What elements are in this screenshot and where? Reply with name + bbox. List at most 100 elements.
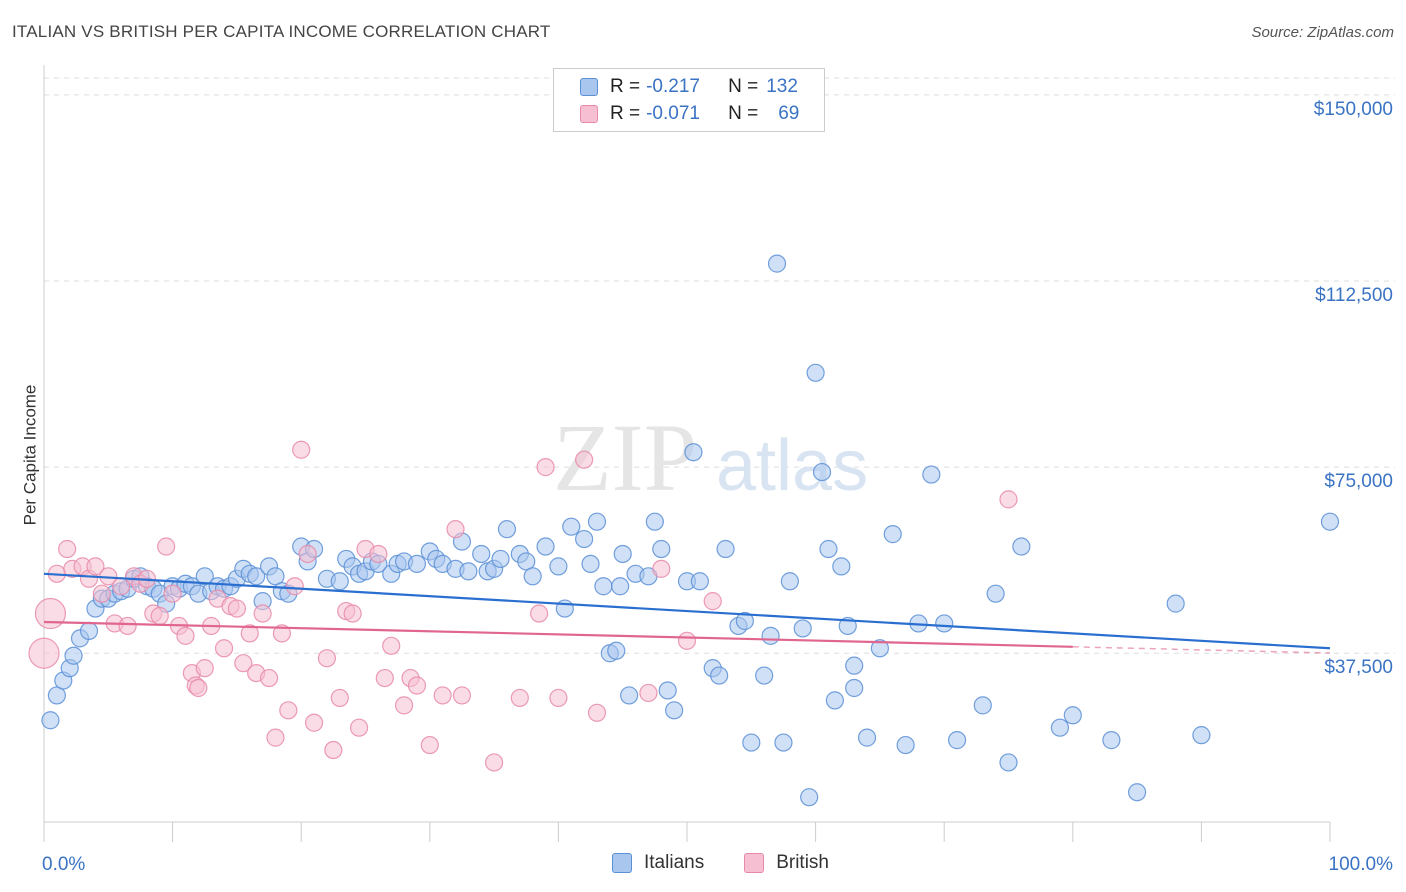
british-point xyxy=(28,637,60,669)
trend-line-extension xyxy=(1072,646,1331,654)
italians-point xyxy=(999,753,1018,772)
italians-point xyxy=(497,520,517,539)
british-point xyxy=(343,604,362,623)
italians-point xyxy=(620,686,639,705)
british-point xyxy=(324,740,343,760)
italians-point xyxy=(947,731,967,750)
labels-layer: $37,500 $75,000 $112,500 $150,000 0.0% 100.0% xyxy=(42,99,1393,875)
british-point xyxy=(349,718,369,737)
italians-point xyxy=(684,443,703,462)
italians-point xyxy=(658,681,677,700)
italians-point xyxy=(459,562,478,581)
legend-row-italians: R = -0.217 N = 132 xyxy=(580,75,798,99)
legend-n-value: 69 xyxy=(778,103,800,124)
italians-point xyxy=(1050,718,1070,737)
italians-point xyxy=(64,646,83,665)
italians-point xyxy=(562,517,581,536)
italians-point xyxy=(1102,731,1121,750)
points-layer xyxy=(28,254,1340,807)
british-point xyxy=(234,654,253,673)
british-point xyxy=(549,688,568,708)
british-point xyxy=(214,639,234,658)
italians-point xyxy=(825,691,844,710)
british-point xyxy=(575,450,594,469)
italians-point xyxy=(613,544,632,564)
british-point xyxy=(163,584,182,603)
british-point xyxy=(157,537,176,556)
british-point xyxy=(375,668,394,688)
british-point xyxy=(703,592,722,611)
british-point xyxy=(407,676,427,695)
italians-point xyxy=(594,577,613,596)
legend-r-label: R = xyxy=(610,76,641,97)
y-tick-label: $150,000 xyxy=(1314,99,1393,120)
british-point xyxy=(272,624,292,643)
bottom-legend-italians: Italians xyxy=(644,852,705,873)
trend-line-british xyxy=(43,620,1073,648)
italians-point xyxy=(1063,706,1082,725)
british-point xyxy=(292,440,311,459)
italians-point xyxy=(491,549,510,569)
british-point xyxy=(150,606,169,626)
british-point xyxy=(530,604,549,623)
italians-point xyxy=(587,512,607,531)
italians-point xyxy=(79,621,99,641)
y-tick-label: $37,500 xyxy=(1324,657,1393,678)
italians-point xyxy=(742,733,761,752)
british-point xyxy=(382,636,401,655)
y-tick-label: $112,500 xyxy=(1315,285,1393,306)
british-point xyxy=(279,701,298,720)
italians-point xyxy=(607,641,626,660)
chart-title: ITALIAN VS BRITISH PER CAPITA INCOME COR… xyxy=(12,22,551,41)
british-point xyxy=(587,703,607,722)
british-point xyxy=(999,490,1018,509)
legend-swatch-italians xyxy=(580,78,598,96)
british-point xyxy=(34,597,67,630)
x-tick-label: 0.0% xyxy=(42,854,85,875)
british-point xyxy=(86,557,105,576)
italians-point xyxy=(1192,726,1211,745)
british-point xyxy=(195,659,214,678)
italians-point xyxy=(819,539,838,559)
bottom-legend-swatch-british xyxy=(744,853,765,873)
legend-r-label: R = xyxy=(610,103,641,124)
italians-point xyxy=(845,656,864,675)
italians-point xyxy=(806,363,825,382)
italians-point xyxy=(774,733,793,752)
italians-point xyxy=(1127,783,1147,802)
british-point xyxy=(485,753,504,772)
british-point xyxy=(92,584,111,603)
watermark-zip: ZIP xyxy=(553,404,697,511)
legend-row-british: R = -0.071 N = 69 xyxy=(580,102,799,126)
italians-point xyxy=(1320,512,1340,531)
bottom-legend-british: British xyxy=(776,852,829,873)
british-point xyxy=(536,458,555,477)
italians-point xyxy=(780,572,799,591)
italians-point xyxy=(407,554,427,574)
british-point xyxy=(304,713,324,732)
british-point xyxy=(227,599,246,618)
italians-point xyxy=(1012,537,1031,556)
british-point xyxy=(420,735,439,755)
italians-point xyxy=(832,557,851,576)
italians-point xyxy=(883,525,902,544)
italians-point xyxy=(761,626,780,645)
y-axis-label: Per Capita Income xyxy=(20,384,40,526)
watermark: ZIP atlas xyxy=(553,404,868,511)
axes-layer xyxy=(43,65,1331,842)
watermark-atlas: atlas xyxy=(716,426,868,506)
x-tick-label: 100.0% xyxy=(1329,854,1394,875)
italians-point xyxy=(735,611,754,631)
british-point xyxy=(176,626,195,645)
british-point xyxy=(433,686,452,705)
italians-point xyxy=(973,696,992,715)
legend-swatch-british xyxy=(580,105,598,123)
bottom-legend-swatch-italians xyxy=(612,853,632,873)
italians-point xyxy=(812,462,832,482)
british-point xyxy=(189,678,208,698)
british-point xyxy=(652,559,671,578)
british-point xyxy=(259,668,279,688)
italians-point xyxy=(536,537,555,556)
trend-layer xyxy=(43,572,1331,654)
